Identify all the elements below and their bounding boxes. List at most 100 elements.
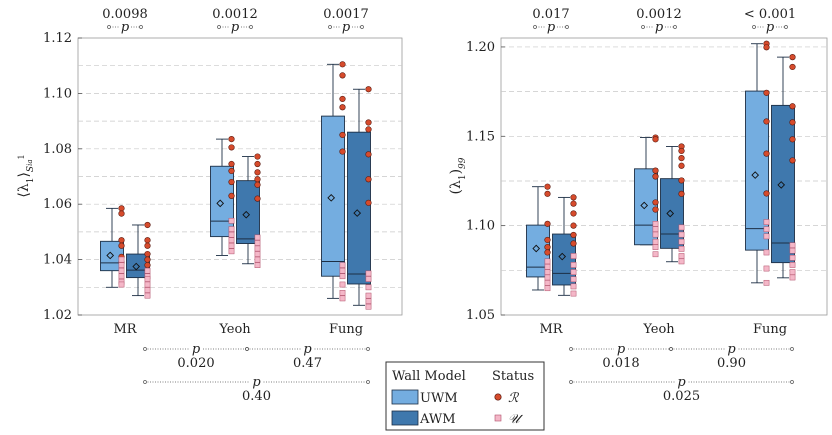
point-r	[254, 169, 261, 176]
point-u	[678, 238, 685, 245]
y-tick-label: 1.06	[43, 197, 72, 212]
point-u	[789, 274, 796, 281]
p-bracket-end	[569, 347, 573, 351]
mean-marker	[327, 193, 336, 202]
point-r	[144, 242, 151, 249]
mean-marker	[666, 209, 675, 218]
legend: Wall Model Status UWM AWM ℛ 𝒰	[385, 361, 545, 431]
point-u	[763, 226, 770, 233]
point-r	[652, 167, 659, 174]
point-r	[254, 195, 261, 202]
point-u	[254, 262, 261, 268]
point-r	[678, 154, 685, 162]
point-r	[118, 242, 125, 249]
point-u	[789, 269, 796, 275]
y-tick-label: 1.12	[43, 31, 72, 46]
point-r	[763, 89, 770, 96]
p-letter: p	[617, 342, 626, 357]
p-letter: p	[547, 20, 556, 35]
point-u	[365, 284, 372, 291]
mean-marker	[777, 181, 786, 189]
point-u	[228, 248, 235, 255]
point-r	[763, 118, 770, 125]
point-u	[118, 256, 125, 263]
box-awm	[552, 233, 576, 286]
y-tick-label: 1.02	[43, 308, 72, 323]
point-u	[544, 274, 551, 281]
mean-marker	[558, 252, 567, 261]
legend-uwm-swatch	[391, 389, 419, 405]
mean-marker	[216, 199, 225, 208]
legend-r-label: ℛ	[508, 391, 520, 406]
point-u	[544, 263, 551, 270]
point-u	[652, 221, 659, 227]
point-u	[570, 269, 577, 275]
p-letter: p	[231, 20, 240, 35]
point-u	[678, 253, 685, 259]
p-bracket-end	[366, 380, 370, 384]
y-tick-label: 1.15	[466, 129, 495, 144]
point-u	[652, 238, 659, 245]
top-p-value: 0.0098	[102, 7, 148, 22]
top-p-value: 0.017	[532, 7, 569, 22]
point-u	[144, 267, 151, 274]
point-u	[570, 283, 577, 290]
point-r	[339, 95, 346, 103]
point-r	[544, 243, 551, 251]
point-u	[544, 285, 551, 292]
bottom-p-value: 0.020	[177, 356, 214, 371]
y-tick-label: 1.20	[466, 40, 495, 55]
p-bracket-end	[366, 347, 370, 351]
p-bracket-end	[752, 25, 756, 29]
mean-marker	[640, 201, 649, 210]
point-u	[228, 237, 235, 244]
p-bracket-end	[360, 25, 364, 29]
point-r	[254, 176, 261, 183]
bottom-p-value: 0.90	[717, 356, 746, 371]
p-bracket-end	[328, 25, 332, 29]
mean-marker	[132, 262, 141, 271]
point-u	[365, 270, 372, 277]
point-u	[254, 234, 261, 241]
point-r	[570, 222, 577, 229]
point-r	[678, 190, 685, 197]
p-bracket-end	[790, 347, 794, 351]
point-u	[118, 267, 125, 274]
p-bracket-end	[784, 25, 788, 29]
point-r	[678, 162, 685, 169]
point-r	[339, 61, 346, 68]
point-u	[254, 256, 261, 263]
y-label-sub2: S	[26, 166, 36, 172]
point-r	[339, 104, 346, 111]
point-u	[144, 292, 151, 299]
point-r	[144, 256, 151, 263]
point-u	[228, 226, 235, 232]
p-bracket-end	[790, 380, 794, 384]
point-r	[570, 200, 577, 207]
point-r	[570, 194, 577, 201]
point-u	[763, 265, 770, 272]
legend-wall-model-title: Wall Model	[392, 369, 466, 384]
p-bracket-end	[143, 380, 147, 384]
point-u	[789, 247, 796, 254]
y-label-close: ⟩	[16, 172, 32, 177]
point-r	[118, 210, 125, 217]
point-u	[228, 231, 235, 238]
p-bracket-end	[673, 25, 677, 29]
point-r	[228, 136, 235, 143]
category-label: Yeoh	[218, 322, 251, 337]
p-bracket-end	[565, 25, 569, 29]
y-label-sub2: 99	[458, 157, 468, 169]
box-uwm	[745, 90, 769, 251]
p-bracket-end	[217, 25, 221, 29]
p-letter: p	[727, 342, 736, 357]
bottom-p-value: 0.025	[663, 389, 700, 404]
category-label: MR	[539, 322, 563, 337]
category-label: MR	[113, 322, 137, 337]
p-letter: p	[655, 20, 664, 35]
y-label-main: ⟨λ	[16, 183, 32, 197]
p-letter: p	[252, 375, 261, 390]
point-r	[228, 144, 235, 151]
point-r	[339, 72, 346, 79]
